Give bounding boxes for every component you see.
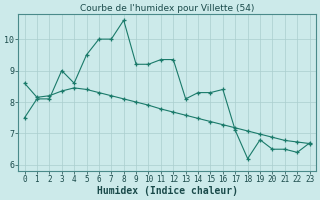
X-axis label: Humidex (Indice chaleur): Humidex (Indice chaleur) bbox=[97, 186, 237, 196]
Title: Courbe de l'humidex pour Villette (54): Courbe de l'humidex pour Villette (54) bbox=[80, 4, 254, 13]
